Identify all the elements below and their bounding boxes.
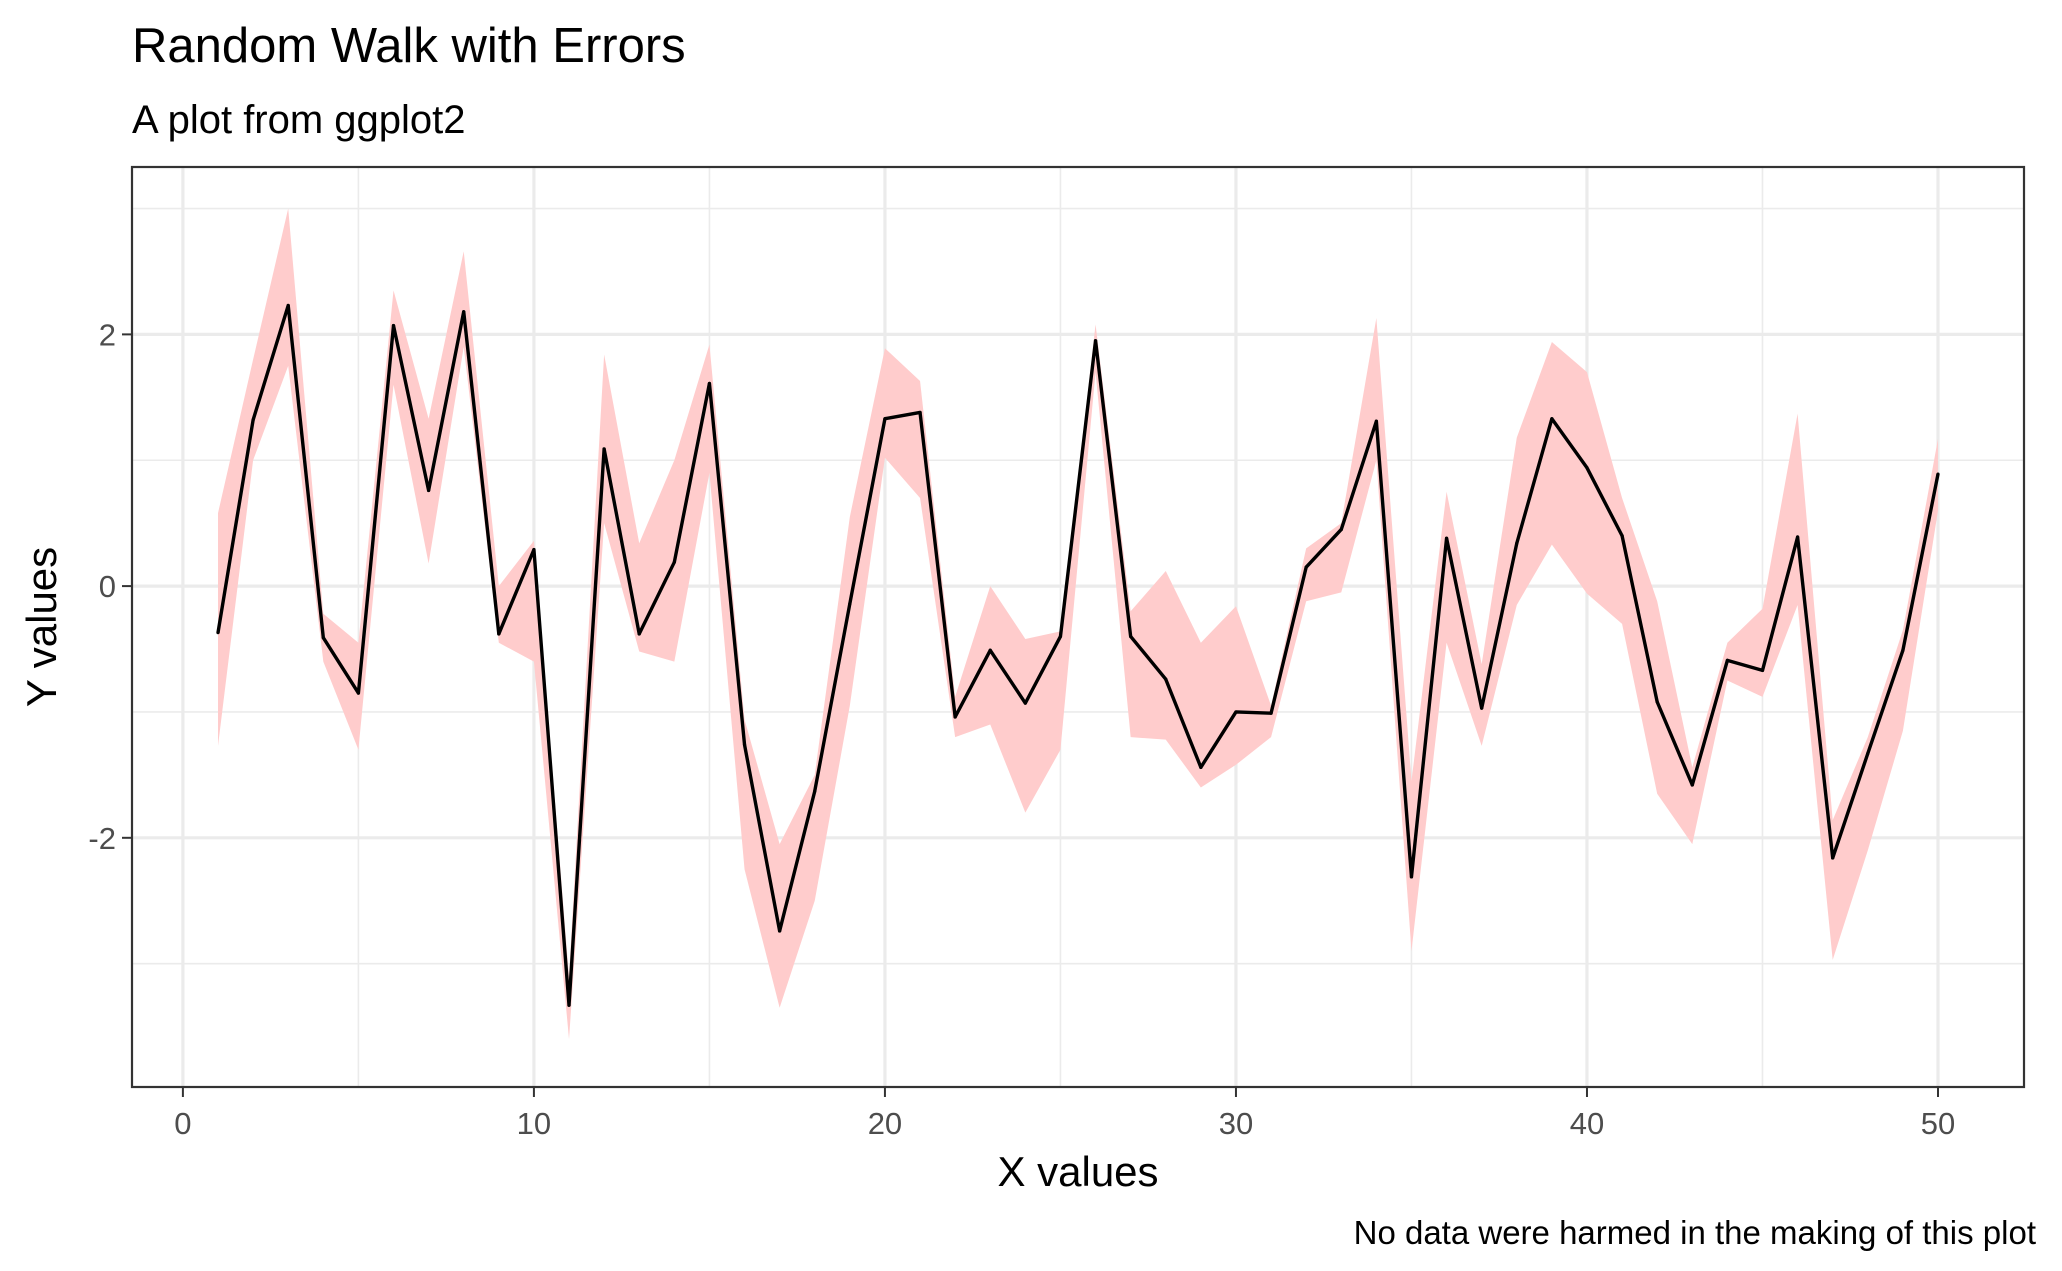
x-tick-label: 30 <box>1219 1106 1253 1141</box>
data-point <box>918 410 922 415</box>
data-point <box>778 929 782 933</box>
data-point <box>1304 565 1308 569</box>
data-point <box>391 323 396 328</box>
x-tick-label: 20 <box>868 1106 902 1141</box>
data-point <box>1199 765 1203 769</box>
y-tick-label: 2 <box>99 317 116 352</box>
chart-subtitle: A plot from ggplot2 <box>132 98 466 142</box>
data-point <box>251 418 255 422</box>
y-axis-title: Y values <box>18 547 65 707</box>
data-point <box>1129 634 1133 639</box>
data-point <box>1550 417 1554 421</box>
data-point <box>532 547 536 552</box>
data-point <box>1023 701 1027 705</box>
plot-panel-border <box>130 165 2026 1089</box>
chart-caption: No data were harmed in the making of thi… <box>1354 1214 2036 1251</box>
data-point <box>637 632 641 636</box>
y-tick-label: -2 <box>88 821 116 856</box>
data-point <box>602 447 606 451</box>
data-point <box>988 648 992 652</box>
data-point <box>1690 783 1694 787</box>
data-point <box>1760 668 1765 673</box>
data-point <box>1620 534 1624 538</box>
data-point <box>1515 541 1519 545</box>
data-point <box>1269 711 1273 715</box>
data-point <box>1234 710 1238 714</box>
y-axis: -2 0 2 <box>88 317 132 856</box>
data-point <box>1374 419 1378 423</box>
data-point <box>216 631 220 635</box>
data-point <box>883 417 887 421</box>
data-point <box>427 488 431 493</box>
y-tick-label: 0 <box>99 569 116 604</box>
data-point <box>953 715 957 719</box>
data-point <box>1585 466 1589 470</box>
data-point <box>1831 856 1835 860</box>
data-point <box>1058 634 1063 639</box>
data-point <box>1655 700 1659 704</box>
data-point <box>1901 648 1905 652</box>
data-point <box>1866 751 1870 756</box>
chart-title: Random Walk with Errors <box>132 19 686 73</box>
data-point <box>462 310 466 314</box>
x-axis-title: X values <box>997 1148 1158 1195</box>
data-point <box>1164 677 1168 681</box>
data-point <box>672 560 676 564</box>
data-point <box>356 691 361 695</box>
random-walk-line-layer <box>216 303 1940 1007</box>
data-point <box>1444 536 1449 540</box>
data-point <box>707 381 712 386</box>
x-axis: 0 10 20 30 40 50 <box>174 1087 1955 1141</box>
data-point <box>567 1003 571 1007</box>
data-point <box>1936 472 1940 476</box>
data-point <box>321 636 325 640</box>
x-tick-label: 10 <box>517 1106 551 1141</box>
data-point <box>848 602 852 606</box>
plot-panel-background <box>132 167 2024 1087</box>
data-point <box>1339 527 1343 532</box>
data-point <box>1725 658 1729 662</box>
data-point <box>286 303 290 308</box>
random-walk-line <box>216 303 1940 1007</box>
data-point <box>1093 339 1098 343</box>
x-tick-label: 40 <box>1570 1106 1604 1141</box>
data-point <box>813 789 817 793</box>
data-point <box>1480 706 1484 710</box>
x-tick-label: 0 <box>174 1106 191 1141</box>
x-tick-label: 50 <box>1921 1106 1955 1141</box>
data-point <box>1409 875 1414 879</box>
data-point <box>1795 535 1800 539</box>
data-point <box>742 743 747 747</box>
data-point <box>497 632 501 636</box>
